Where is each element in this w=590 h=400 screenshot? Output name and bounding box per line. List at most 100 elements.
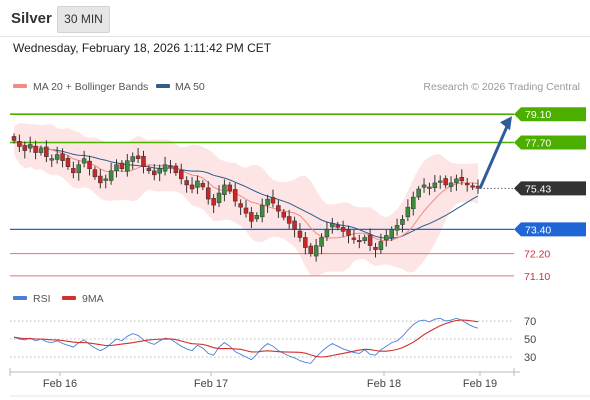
- candle-body: [432, 182, 438, 189]
- candle-body: [103, 178, 108, 181]
- candle-body: [427, 186, 432, 189]
- chart-header: Silver 30 MIN: [0, 0, 590, 36]
- candle-body: [351, 237, 357, 240]
- candle-body: [335, 224, 340, 228]
- level-tag-2: [514, 181, 586, 196]
- ma9-legend-swatch: [62, 296, 76, 300]
- candle-body: [38, 148, 44, 153]
- instrument-title: Silver: [11, 10, 52, 27]
- time-label-1: Feb 17: [194, 378, 228, 390]
- candle-body: [448, 182, 454, 187]
- candle-body: [211, 198, 216, 206]
- candle-body: [394, 225, 400, 231]
- candle-body: [119, 162, 125, 170]
- level-label-4: 72.20: [524, 249, 550, 261]
- candle-body: [232, 189, 238, 202]
- candle-body: [286, 216, 292, 224]
- candle-body: [367, 234, 373, 246]
- candle-body: [114, 164, 119, 172]
- candle-body: [146, 168, 152, 172]
- candle-body: [416, 188, 421, 198]
- candle-body: [65, 158, 71, 167]
- key-levels: [10, 113, 514, 277]
- candles: [11, 133, 481, 262]
- candle-body: [340, 227, 346, 232]
- candle-body: [222, 184, 227, 195]
- price-labels: 79.10 77.70 75.43 73.40 72.20 71.10: [514, 107, 586, 283]
- datetime-label: Wednesday, February 18, 2026 1:11:42 PM …: [13, 41, 272, 55]
- candle-body: [141, 155, 146, 167]
- time-label-2: Feb 18: [367, 378, 401, 390]
- candle-body: [135, 155, 141, 159]
- candle-body: [308, 245, 313, 254]
- timeframe-button[interactable]: 30 MIN: [57, 6, 110, 33]
- candle-body: [400, 219, 405, 225]
- rsi-scale-label-2: 30: [524, 352, 536, 364]
- candle-body: [33, 145, 38, 153]
- candle-body: [389, 229, 394, 239]
- time-label-3: Feb 19: [463, 378, 497, 390]
- rsi-legend-swatch: [13, 296, 27, 300]
- forecast-arrow-head: [500, 116, 512, 131]
- candle-body: [184, 180, 189, 186]
- rsi-scale-label-1: 50: [524, 334, 536, 346]
- bollinger-legend-swatch: [13, 84, 27, 88]
- candle-body: [297, 230, 303, 238]
- credit-text: Research © 2026 Trading Central: [423, 81, 580, 93]
- candle-body: [49, 158, 55, 161]
- candle-body: [411, 196, 416, 210]
- level-label-1: 77.70: [525, 137, 551, 149]
- candle-body: [98, 175, 103, 184]
- candle-body: [292, 220, 297, 230]
- candle-body: [87, 160, 92, 170]
- candle-body: [173, 165, 179, 174]
- ma9-legend-label: 9MA: [82, 293, 104, 305]
- candle-body: [216, 192, 222, 203]
- candle-body: [168, 165, 173, 168]
- candle-body: [54, 154, 60, 160]
- forecast-arrow: [478, 116, 512, 189]
- ma50-legend-swatch: [156, 84, 170, 88]
- candle-body: [421, 184, 427, 188]
- forecast-arrow-line: [478, 123, 510, 189]
- level-label-3: 73.40: [525, 224, 551, 236]
- candle-body: [362, 237, 367, 241]
- candle-body: [17, 141, 22, 147]
- candle-body: [378, 241, 384, 250]
- candle-body: [179, 170, 184, 180]
- level-tag-3: [514, 222, 586, 237]
- candle-body: [195, 180, 200, 188]
- candle-body: [313, 245, 319, 257]
- candle-body: [443, 178, 448, 186]
- candle-body: [346, 229, 351, 236]
- level-tag-1: [514, 135, 586, 150]
- candle-body: [249, 212, 254, 222]
- candle-body: [303, 237, 308, 248]
- candle-body: [437, 180, 443, 183]
- time-label-0: Feb 16: [43, 378, 77, 390]
- candle-body: [238, 203, 243, 208]
- level-label-2: 75.43: [525, 183, 551, 195]
- candle-body: [81, 158, 87, 164]
- candle-body: [281, 211, 287, 218]
- candle-body: [108, 170, 114, 181]
- ma50-legend-label: MA 50: [175, 81, 205, 93]
- candle-body: [125, 160, 130, 172]
- candle-body: [162, 164, 168, 172]
- level-label-0: 79.10: [525, 109, 551, 121]
- rsi-line: [13, 317, 479, 364]
- candle-body: [130, 156, 135, 162]
- candle-body: [92, 169, 98, 178]
- candle-body: [459, 177, 465, 182]
- rsi-panel: 70 50 30: [10, 316, 536, 364]
- candle-body: [44, 146, 49, 157]
- candle-body: [205, 187, 211, 200]
- header-divider: [0, 36, 590, 37]
- level-tag-0: [514, 107, 586, 122]
- candle-body: [470, 185, 475, 188]
- candle-body: [270, 197, 276, 204]
- candle-body: [324, 229, 330, 237]
- candle-body: [373, 246, 378, 250]
- candle-body: [71, 168, 76, 174]
